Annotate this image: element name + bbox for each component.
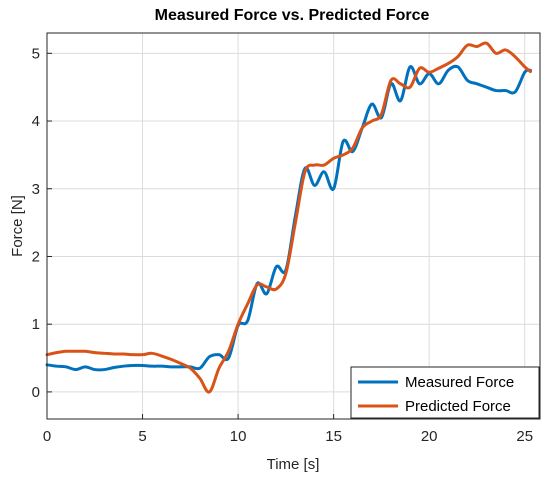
x-tick-label: 5 (138, 428, 146, 445)
legend-label-predicted-force: Predicted Force (405, 398, 511, 415)
x-tick-label: 15 (325, 428, 342, 445)
x-tick-label: 10 (230, 428, 247, 445)
series-lines (45, 41, 532, 394)
y-tick-label: 2 (32, 248, 40, 265)
y-tick-label: 5 (32, 45, 40, 62)
legend: Measured Force Predicted Force (350, 366, 540, 419)
x-tick-label: 20 (421, 428, 438, 445)
y-tick-label: 1 (32, 316, 40, 333)
x-tick-label: 25 (516, 428, 533, 445)
legend-label-measured-force: Measured Force (405, 374, 514, 391)
plot-frame (46, 32, 541, 420)
y-tick-label: 0 (32, 384, 40, 401)
x-tick-label: 0 (43, 428, 51, 445)
predicted-force-series-line (45, 41, 532, 394)
y-tick-label: 4 (32, 113, 40, 130)
y-tick-label: 3 (32, 181, 40, 198)
y-tick-labels: 0 1 2 3 4 5 (32, 45, 52, 401)
chart-title: Measured Force vs. Predicted Force (155, 7, 430, 24)
x-tick-labels: 0 5 10 15 20 25 (43, 414, 533, 445)
legend-box (350, 366, 540, 419)
y-axis-label: Force [N] (9, 195, 26, 257)
x-axis-label: Time [s] (267, 456, 320, 473)
